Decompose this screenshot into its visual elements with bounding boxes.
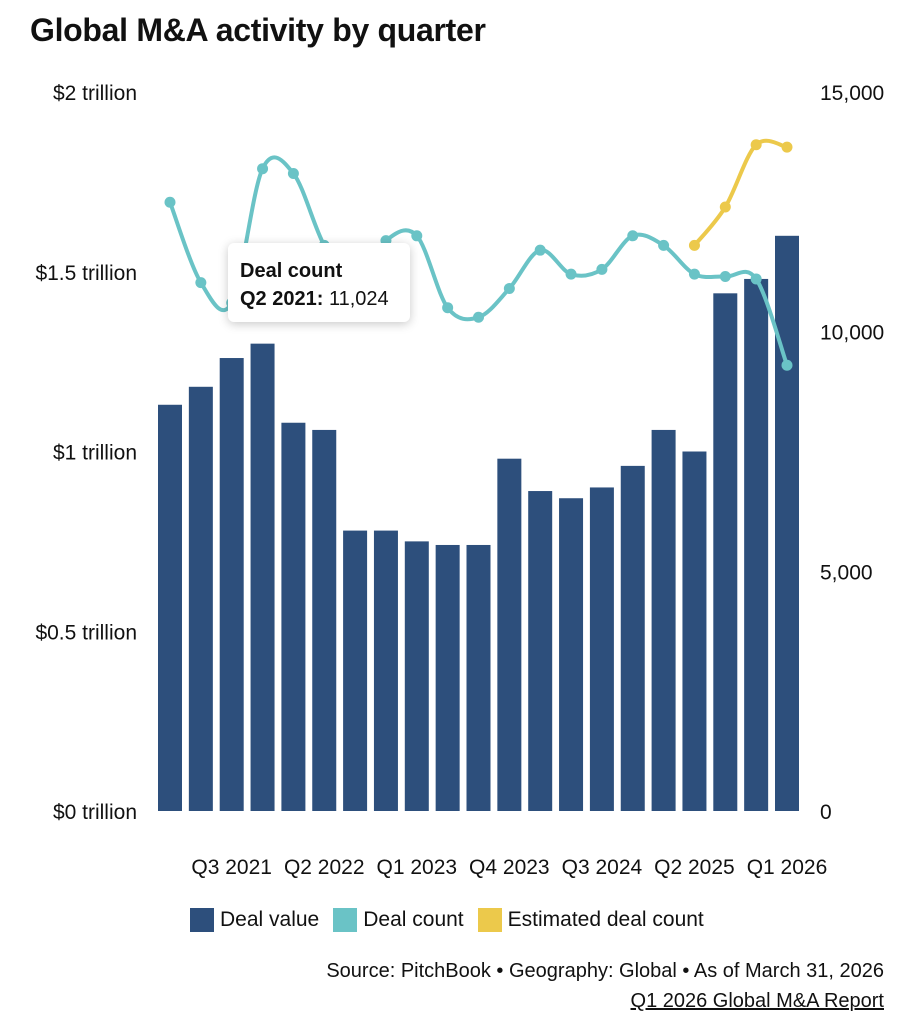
x-tick-label: Q1 2026 [747,856,828,879]
bar-q1-2022[interactable] [281,422,306,811]
chart-title: Global M&A activity by quarter [30,12,486,48]
bar-q2-2024[interactable] [559,498,584,811]
tooltip-body: Q2 2021: 11,024 [240,285,410,313]
x-tick-label: Q4 2023 [469,856,550,879]
bar-q4-2024[interactable] [620,465,645,811]
deal-count-point-q4-2024[interactable] [627,230,639,242]
deal-count-point-q4-2021[interactable] [257,163,269,175]
bar-q1-2024[interactable] [528,491,553,811]
y-left-tick-label: $0 trillion [53,801,137,824]
tooltip-title: Deal count [240,260,343,282]
source-note: Source: PitchBook • Geography: Global • … [326,960,884,982]
deal-count-point-q1-2025[interactable] [658,239,670,251]
bar-q3-2022[interactable] [343,530,368,811]
bar-q3-2025[interactable] [713,293,738,811]
bar-q1-2026[interactable] [775,235,799,812]
deal-count-point-q3-2024[interactable] [596,263,608,275]
bar-q4-2025[interactable] [744,278,769,811]
y-left-tick-label: $0.5 trillion [35,621,137,644]
chart-area: $0 trillion $0.5 trillion $1 trillion $1.5 … [35,82,884,879]
estimated-deal-count-line [692,138,789,248]
deal-count-point-q2-2024[interactable] [565,268,577,280]
deal-count-point-q4-2025[interactable] [750,273,762,285]
bar-q2-2021[interactable] [188,386,213,811]
y-left-tick-label: $2 trillion [53,82,137,105]
bar-q2-2022[interactable] [312,429,337,811]
bar-q3-2024[interactable] [589,487,614,811]
y-right-tick-label: 5,000 [820,561,873,584]
deal-count-point-q2-2025[interactable] [688,268,700,280]
deal-count-point-q4-2023[interactable] [503,283,515,295]
legend-label-count: Deal count [363,908,464,931]
legend-swatch-count [333,908,358,932]
estimated-deal-count-point-q4-2025[interactable] [750,139,762,151]
deal-count-point-q2-2023[interactable] [442,302,454,314]
deal-count-point-q1-2026[interactable] [781,359,793,371]
legend-item-value[interactable]: Deal value [190,908,319,932]
tooltip-value: 11,024 [328,288,389,310]
legend-item-count[interactable]: Deal count [333,908,464,932]
deal-count-point-q3-2023[interactable] [473,311,484,323]
x-tick-label: Q2 2022 [284,856,365,879]
x-tick-label: Q2 2025 [654,856,735,879]
legend: Deal value Deal count Estimated deal cou… [190,908,704,932]
deal-count-point-q1-2022[interactable] [287,167,299,179]
x-tick-label: Q1 2023 [377,856,458,879]
y-left-tick-label: $1.5 trillion [35,262,137,285]
y-right-tick-label: 0 [820,801,832,824]
deal-count-line [168,155,789,368]
deal-count-point-q3-2025[interactable] [719,271,731,283]
legend-label-estimate: Estimated deal count [507,908,704,931]
x-tick-label: Q3 2024 [562,856,643,879]
bar-q4-2023[interactable] [497,458,522,811]
x-tick-label: Q3 2021 [191,856,272,879]
deal-count-point-q1-2023[interactable] [411,230,423,242]
bar-q2-2023[interactable] [435,544,460,811]
bar-q3-2023[interactable] [466,544,491,811]
legend-swatch-estimate [477,908,502,932]
legend-swatch-value [190,908,214,932]
bar-q4-2022[interactable] [373,530,398,811]
bar-q4-2021[interactable] [250,343,275,811]
y-left-tick-label: $1 trillion [53,442,137,465]
bar-q3-2021[interactable] [219,358,244,811]
bar-q1-2023[interactable] [404,541,429,811]
deal-count-point-q1-2024[interactable] [534,244,546,256]
bar-q1-2021[interactable] [158,404,182,811]
tooltip-label: Q2 2021: [240,288,324,310]
report-link[interactable]: Q1 2026 Global M&A Report [630,990,884,1012]
legend-item-estimate[interactable]: Estimated deal count [477,908,704,932]
y-right-tick-label: 10,000 [820,322,884,345]
estimated-deal-count-point-q1-2026[interactable] [781,141,793,153]
deal-count-point-q2-2021[interactable] [195,277,207,289]
tooltip: Deal count Q2 2021: 11,024 [228,243,410,322]
bar-q2-2025[interactable] [682,451,707,812]
estimated-deal-count-point-q2-2025[interactable] [688,239,700,251]
estimated-deal-count-point-q3-2025[interactable] [719,201,731,213]
y-right-tick-label: 15,000 [820,82,884,105]
bar-q1-2025[interactable] [651,429,676,811]
legend-label-value: Deal value [220,908,320,931]
deal-count-point-q1-2021[interactable] [164,196,176,208]
